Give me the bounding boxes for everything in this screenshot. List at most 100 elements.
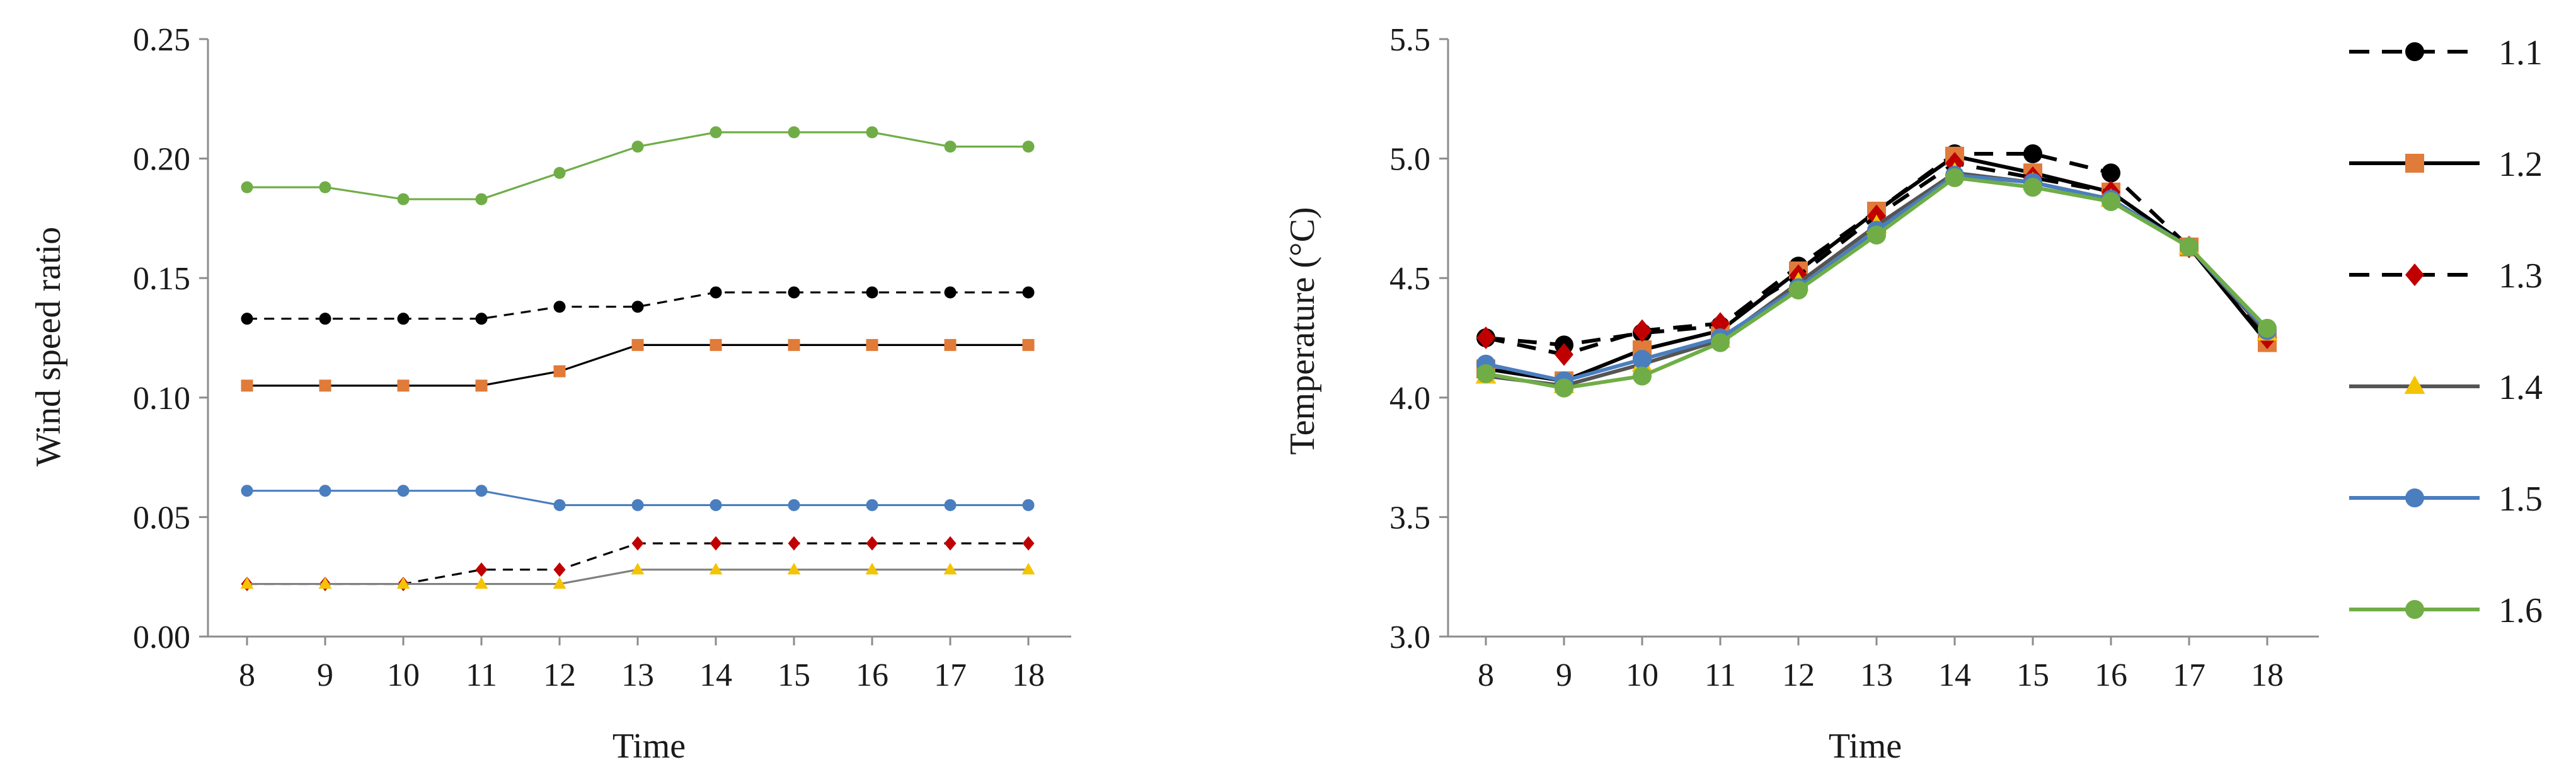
wind-speed-x-tick-label: 15 [778,657,810,693]
wind-speed-data-point [788,126,800,139]
wind-speed-data-point [631,301,644,313]
wind-speed-data-point [475,379,488,392]
wind-speed-data-point [866,286,878,299]
temperature-y-tick-label: 4.0 [1389,381,1430,417]
wind-speed-data-point [710,536,722,551]
wind-speed-y-tick-label: 0.05 [133,500,190,536]
temperature-x-tick-label: 13 [1860,657,1893,693]
wind-speed-data-point [319,313,331,325]
temperature-series-line [1485,161,2269,357]
temperature-x-tick-label: 18 [2251,657,2284,693]
wind-speed-data-point [631,338,644,351]
wind-speed-y-axis-title: Wind speed ratio [29,227,68,466]
wind-speed-data-point [397,379,410,392]
legend-swatch-marker [2405,263,2424,286]
temperature-y-tick-label: 3.5 [1389,500,1430,536]
wind-speed-x-tick-label: 18 [1012,657,1045,693]
wind-speed-data-point [787,562,801,575]
wind-speed-data-point [631,562,645,575]
temperature-data-point [2023,144,2042,164]
wind-speed-data-point [475,485,488,497]
wind-speed-data-point [241,313,253,325]
wind-speed-data-point [944,141,957,153]
wind-speed-series-1.2 [241,338,1035,392]
wind-speed-data-point [553,365,566,378]
temperature-data-point [1633,319,1652,342]
temperature-x-tick-label: 8 [1478,657,1494,693]
legend-item-1.1: 1.1 [2349,33,2543,72]
legend-item-1.3: 1.3 [2349,257,2543,296]
temperature-data-point [2102,163,2120,183]
wind-speed-series-line [247,343,1028,387]
wind-speed-data-point [475,562,488,577]
temperature-series-line [1485,152,2269,347]
temperature-data-point [1476,364,1495,383]
wind-speed-x-tick-label: 9 [317,657,333,693]
wind-speed-data-point [710,126,722,139]
temperature-data-point [1633,350,1652,369]
legend-label: 1.5 [2498,480,2543,519]
temperature-x-tick-label: 10 [1626,657,1659,693]
temperature-y-tick-label: 4.5 [1389,261,1430,297]
wind-speed-data-point [397,193,410,205]
temperature-x-tick-label: 17 [2173,657,2205,693]
wind-speed-data-point [944,338,957,351]
temperature-data-point [1711,333,1730,352]
wind-speed-series-1.4 [240,562,1035,589]
wind-speed-data-point [553,577,566,589]
wind-speed-x-tick-label: 13 [621,657,654,693]
temperature-x-axis-title: Time [1829,727,1902,766]
wind-speed-x-tick-label: 8 [239,657,255,693]
legend-item-1.2: 1.2 [2349,145,2543,184]
wind-speed-data-point [866,536,878,551]
temperature-series-1.4 [1475,162,2278,393]
wind-speed-x-tick-label: 14 [699,657,732,693]
wind-speed-data-point [1022,141,1035,153]
wind-speed-data-point [553,562,566,577]
wind-speed-series-1.5 [241,485,1035,511]
wind-speed-chart: Wind speed ratio Time 0.00 0.05 0.10 0.15 0.… [29,22,1071,766]
wind-speed-data-point [1022,286,1035,299]
wind-speed-data-point [1022,536,1035,551]
temperature-data-point [1555,343,1573,366]
wind-speed-data-point [397,485,410,497]
wind-speed-data-point [553,301,566,313]
wind-speed-data-point [710,338,722,351]
wind-speed-data-point [1022,338,1035,351]
legend-label: 1.6 [2498,591,2543,630]
wind-speed-data-point [631,499,644,511]
wind-speed-data-point [788,499,800,511]
wind-speed-data-point [1021,562,1035,575]
temperature-y-tick-label: 5.5 [1389,22,1430,58]
wind-speed-x-tick-label: 10 [387,657,420,693]
temperature-data-point [1555,378,1573,398]
wind-speed-data-point [788,536,800,551]
wind-speed-data-point [319,485,331,497]
temperature-data-point [1476,326,1495,349]
wind-speed-data-point [397,313,410,325]
temperature-x-tick-label: 14 [1938,657,1971,693]
wind-speed-data-point [553,166,566,179]
legend-label: 1.1 [2498,33,2543,72]
wind-speed-data-point [240,577,254,589]
temperature-data-point [2258,318,2277,338]
wind-speed-data-point [710,499,722,511]
wind-speed-x-tick-label: 12 [543,657,576,693]
temperature-data-point [1633,366,1652,386]
temperature-x-tick-label: 15 [2016,657,2049,693]
temperature-y-tick-label: 3.0 [1389,620,1430,655]
temperature-chart: Temperature (°C) Time 3.0 3.5 4.0 4.5 5.0 5.5… [1283,22,2319,766]
wind-speed-data-point [318,577,332,589]
legend-item-1.6: 1.6 [2349,591,2543,630]
wind-speed-data-point [865,562,879,575]
legend-swatch-marker [2405,42,2424,61]
wind-speed-x-tick-label: 11 [466,657,497,693]
temperature-series-1.1 [1476,144,2277,355]
wind-speed-data-point [396,577,410,589]
wind-speed-data-point [241,485,253,497]
wind-speed-data-point [319,181,331,193]
wind-speed-data-point [241,379,253,392]
legend-item-1.4: 1.4 [2349,368,2543,407]
wind-speed-data-point [944,286,957,299]
